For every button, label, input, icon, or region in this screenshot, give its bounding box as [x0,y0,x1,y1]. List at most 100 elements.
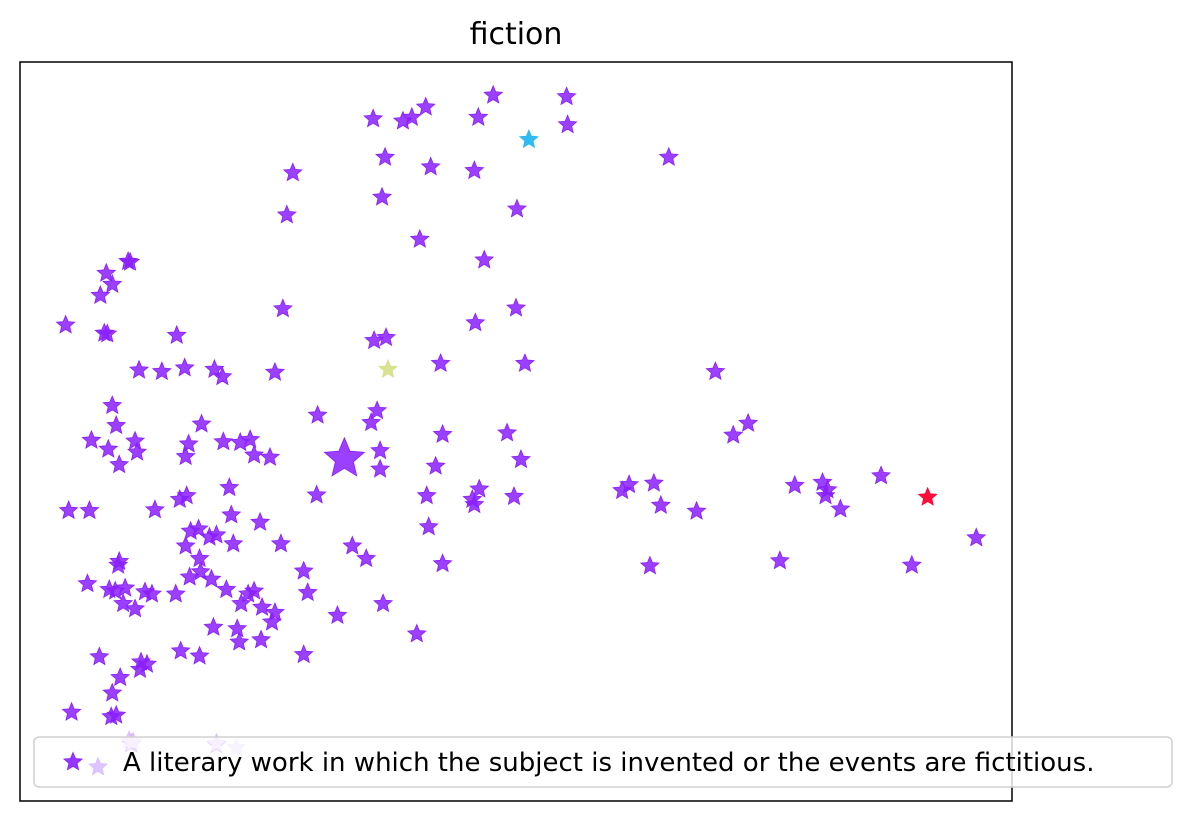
data-point [784,474,805,494]
data-point [61,701,82,721]
data-point [966,527,987,547]
data-point [130,658,151,678]
data-point [261,611,282,631]
data-point [342,535,363,555]
data-point [464,160,485,180]
data-point [871,465,892,485]
data-point [212,366,233,386]
data-point [199,526,220,546]
data-point [58,500,79,520]
data-point [77,573,98,593]
data-point [174,357,195,377]
data-point [705,361,726,381]
data-point [416,485,437,505]
data-point [639,555,660,575]
data-point [612,480,633,500]
data-point [474,249,495,269]
data-point [90,284,111,305]
data-point [101,706,122,726]
data-point [120,251,141,271]
legend-marker [62,751,84,771]
data-point [221,504,242,524]
legend-label: A literary work in which the subject is … [123,748,1094,778]
data-point [556,86,577,106]
data-point [361,412,382,432]
data-point [109,454,130,474]
data-point [420,156,441,176]
data-point [686,500,707,520]
data-point [723,424,744,444]
data-point [151,361,172,381]
data-point [175,446,196,466]
data-point [356,548,377,568]
data-point [227,618,248,638]
data-point [201,568,222,588]
data-point [98,438,119,458]
data-point [468,106,489,126]
data-point [469,478,490,498]
chart-title: fiction [470,17,563,52]
data-point [102,395,123,415]
data-point [125,598,146,618]
data-point [97,323,118,343]
data-point [175,535,196,555]
data-point [102,682,123,702]
data-point [917,486,938,506]
data-point [79,500,100,520]
data-point [497,422,518,442]
data-point [141,583,162,603]
data-point [96,262,117,282]
data-point [259,446,281,466]
data-point [108,554,129,574]
data-point [406,623,427,643]
data-point [188,518,209,538]
data-point [127,441,148,461]
data-point [293,644,314,664]
data-point [191,413,212,433]
data-point [483,84,504,104]
data-point [55,314,76,334]
data-point [367,400,388,420]
data-point [505,297,527,317]
data-point [376,327,397,347]
legend-box [33,736,1173,788]
data-point [270,533,291,553]
data-point [169,488,190,509]
data-point [430,352,451,373]
data-point [418,516,439,536]
data-point [307,404,328,424]
data-point [203,616,224,636]
data-point [415,96,436,116]
data-point [425,455,446,475]
data-point [179,566,200,586]
data-point [643,472,664,492]
data-point [363,108,384,128]
data-point [815,485,836,505]
data-point [264,361,285,381]
data-point [370,458,391,478]
data-point [557,114,578,134]
data-point [432,423,453,443]
data-point [465,312,486,332]
data-point [125,430,146,450]
data-point [272,298,293,318]
data-point [129,359,150,379]
data-point [409,228,430,248]
data-point [231,593,252,613]
data-point [251,629,272,649]
data-point [514,352,535,373]
data-point [189,645,210,665]
data-point [503,485,525,506]
data-point [170,640,191,660]
highlight-data-point [323,436,366,477]
data-point [165,583,186,603]
data-point [240,429,261,449]
data-point [658,146,679,166]
data-point [518,129,539,149]
data-point [510,449,531,469]
data-point [738,412,759,432]
data-point [81,429,102,449]
legend: A literary work in which the subject is … [33,736,1173,788]
data-point [401,106,422,126]
